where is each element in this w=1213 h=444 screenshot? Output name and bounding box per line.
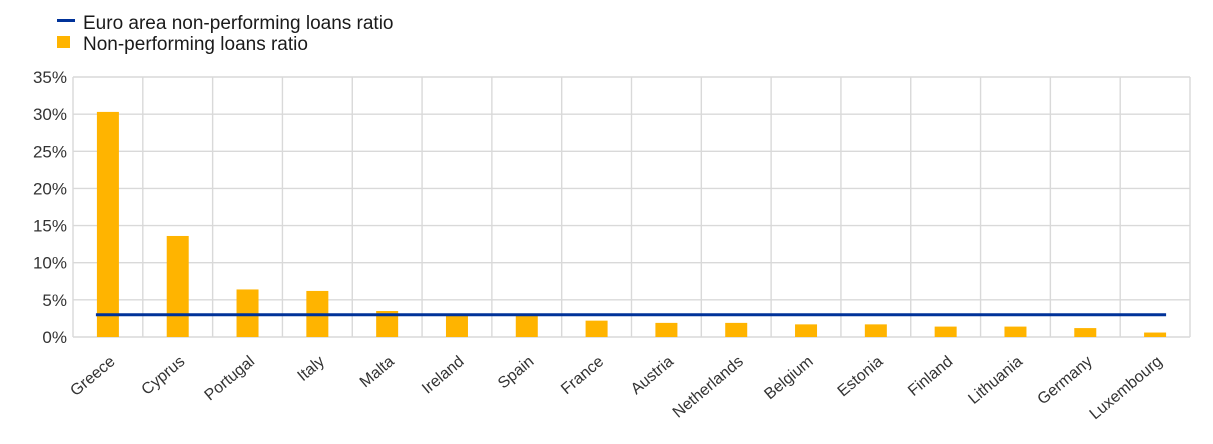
x-axis-labels: Greece Cyprus Portugal Italy Malta Ireland Spa… [67, 353, 1165, 423]
legend-label-euro-area: Euro area non-performing loans ratio [83, 13, 394, 34]
x-tick-label: Finland [905, 353, 956, 400]
bar [445, 315, 468, 337]
bar [1074, 328, 1097, 337]
bar [655, 322, 678, 337]
bar [864, 324, 887, 337]
bar [934, 326, 957, 337]
bar [376, 311, 399, 337]
bar [795, 324, 818, 337]
y-tick-label: 10% [33, 254, 67, 273]
legend-swatch-npl-ratio [57, 36, 70, 48]
x-tick-label: Cyprus [139, 353, 189, 399]
y-tick-label: 15% [33, 217, 67, 236]
y-tick-label: 35% [33, 68, 67, 87]
y-tick-label: 30% [33, 105, 67, 124]
x-tick-label: Spain [495, 353, 537, 392]
x-tick-label: Netherlands [670, 353, 747, 421]
x-tick-label: Malta [357, 353, 398, 391]
legend-label-npl-ratio: Non-performing loans ratio [83, 34, 308, 55]
x-tick-label: Ireland [419, 353, 467, 397]
y-tick-label: 0% [42, 328, 67, 347]
x-tick-label: Luxembourg [1087, 353, 1166, 423]
bar [1144, 332, 1167, 337]
legend: Euro area non-performing loans ratio Non… [57, 13, 394, 55]
x-tick-label: Italy [295, 353, 328, 385]
x-tick-label: Estonia [835, 353, 887, 400]
x-tick-label: Lithuania [965, 353, 1026, 408]
y-tick-label: 20% [33, 179, 67, 198]
x-tick-label: France [558, 353, 607, 398]
y-tick-label: 25% [33, 142, 67, 161]
bar [1004, 326, 1027, 337]
x-tick-label: Belgium [761, 353, 816, 403]
x-tick-label: Portugal [202, 353, 259, 404]
x-tick-label: Greece [67, 353, 118, 400]
legend-swatch-euro-area [57, 19, 75, 22]
x-tick-label: Germany [1035, 353, 1096, 408]
y-axis-ticks: 0% 5% 10% 15% 20% 25% 30% 35% [33, 68, 67, 347]
bar [585, 320, 608, 337]
bar [166, 235, 189, 337]
y-tick-label: 5% [42, 291, 67, 310]
bar [96, 111, 119, 338]
bar [515, 315, 538, 337]
bar [725, 322, 748, 337]
grid [72, 76, 1191, 338]
x-tick-label: Austria [628, 353, 677, 398]
